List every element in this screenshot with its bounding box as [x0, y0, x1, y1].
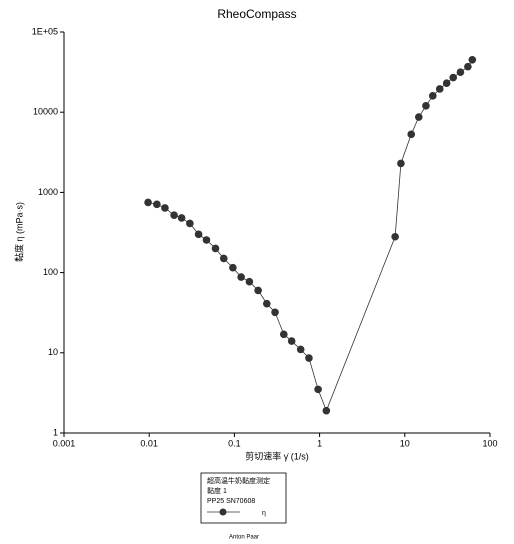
data-point	[177, 214, 186, 222]
chart-title: RheoCompass	[217, 7, 296, 21]
data-point	[428, 92, 437, 100]
legend-marker	[219, 508, 227, 516]
y-tick-label: 10	[48, 347, 58, 357]
x-axis-label: 剪切速率 γ̇ (1/s)	[245, 450, 309, 461]
data-point	[456, 68, 465, 77]
data-point	[287, 337, 296, 345]
x-tick-label: 0.1	[228, 438, 241, 448]
data-point	[194, 230, 203, 239]
data-point	[314, 385, 322, 394]
x-tick-label: 100	[482, 438, 497, 448]
legend-box	[200, 472, 287, 524]
data-point	[262, 299, 271, 308]
data-point	[407, 130, 416, 139]
data-point	[322, 406, 331, 415]
data-point	[271, 308, 279, 317]
x-tick-label: 1	[317, 438, 322, 448]
data-point	[170, 211, 178, 219]
data-point	[296, 345, 305, 354]
y-tick-label: 1	[53, 427, 58, 437]
data-point	[442, 79, 451, 87]
data-point	[422, 102, 430, 110]
data-point	[245, 277, 254, 286]
data-point	[202, 236, 211, 244]
data-point	[144, 198, 152, 207]
data-point	[237, 273, 245, 281]
legend-text: 黏度 1	[207, 486, 227, 495]
data-point	[153, 200, 161, 209]
y-tick-label: 1000	[38, 187, 58, 197]
data-point	[397, 159, 405, 168]
data-point	[435, 85, 444, 93]
x-tick-label: 0.001	[53, 438, 76, 448]
data-point	[229, 263, 237, 272]
legend-entry: η	[262, 510, 266, 517]
y-axis-label: 黏度 η (mPa·s)	[13, 202, 24, 262]
data-point	[468, 56, 477, 64]
data-point	[161, 204, 169, 212]
x-tick-label: 10	[400, 438, 410, 448]
y-tick-label: 10000	[33, 107, 58, 117]
data-point	[279, 330, 288, 339]
data-point	[305, 354, 313, 362]
series-line	[147, 59, 473, 412]
data-point	[219, 254, 228, 263]
data-point	[415, 113, 423, 121]
data-point	[254, 286, 262, 295]
data-point	[211, 244, 220, 253]
footer: Anton Paar	[229, 535, 259, 541]
legend-text: 超高温牛奶黏度测定	[207, 476, 270, 485]
x-tick-label: 0.01	[140, 438, 158, 448]
data-point	[391, 232, 399, 241]
y-tick-label: 100	[43, 267, 58, 277]
data-point	[449, 73, 458, 82]
legend-text: PP25 SN70608	[207, 498, 255, 505]
data-point	[464, 62, 472, 71]
data-point	[186, 219, 194, 228]
y-tick-label: 1E+05	[32, 26, 58, 36]
